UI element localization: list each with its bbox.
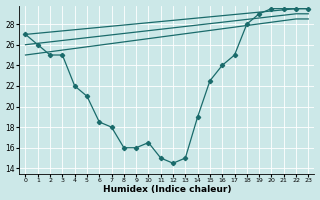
X-axis label: Humidex (Indice chaleur): Humidex (Indice chaleur) xyxy=(103,185,231,194)
